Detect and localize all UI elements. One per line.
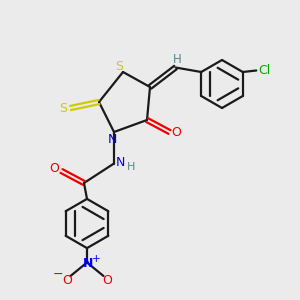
Text: O: O — [171, 126, 181, 139]
Text: N: N — [82, 256, 93, 270]
Text: O: O — [62, 274, 72, 287]
Text: Cl: Cl — [258, 64, 271, 77]
Text: S: S — [59, 101, 67, 115]
Text: +: + — [92, 254, 101, 264]
Text: H: H — [127, 161, 135, 172]
Text: −: − — [53, 268, 63, 281]
Text: H: H — [172, 52, 182, 66]
Text: O: O — [50, 162, 59, 175]
Text: N: N — [108, 133, 117, 146]
Text: S: S — [116, 60, 123, 73]
Text: N: N — [116, 156, 125, 170]
Text: O: O — [102, 274, 112, 287]
